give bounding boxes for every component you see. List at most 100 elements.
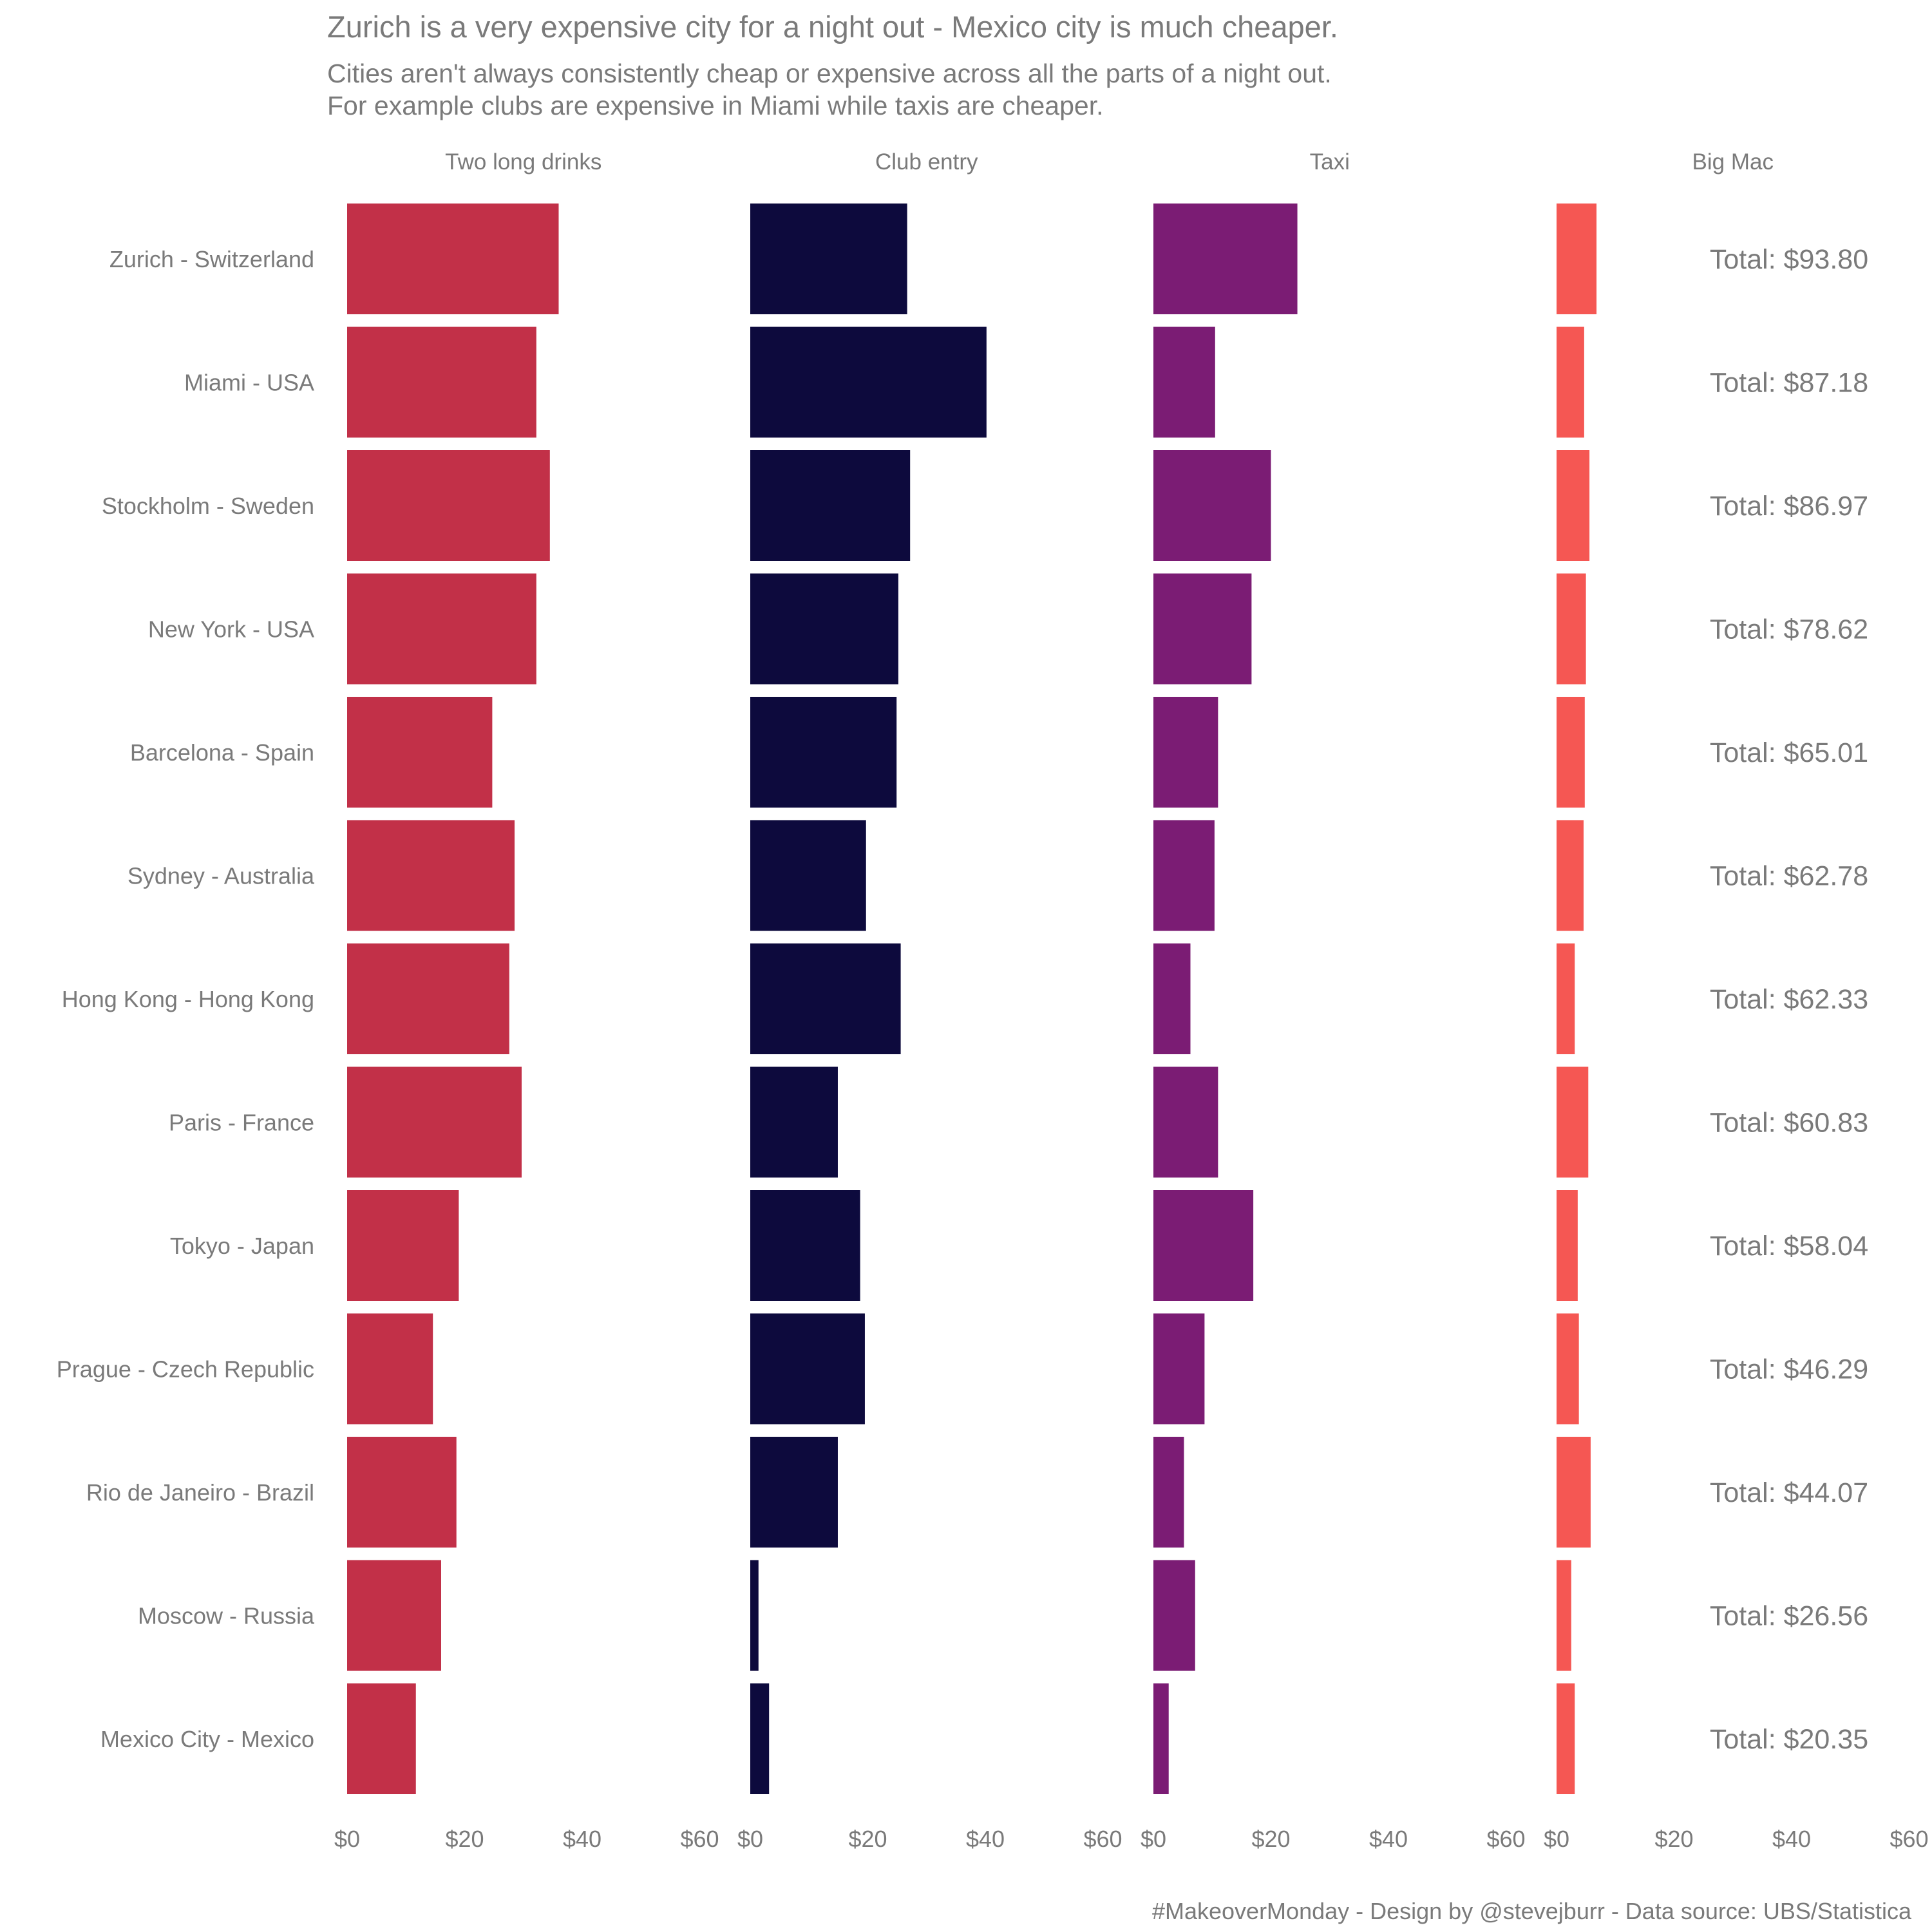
bar-club-entry-prague-czech-republic bbox=[750, 1313, 865, 1425]
facet-header-two-long-drinks: Two long drinks bbox=[445, 149, 601, 175]
bar-taxi-rio-de-janeiro-brazil bbox=[1153, 1437, 1184, 1548]
bar-taxi-moscow-russia bbox=[1153, 1560, 1195, 1671]
bar-taxi-zurich-switzerland bbox=[1153, 204, 1298, 314]
bar-club-entry-sydney-australia bbox=[750, 820, 866, 931]
total-label-stockholm-sweden: Total: $86.97 bbox=[1710, 491, 1868, 522]
x-tick-label-taxi-60: $60 bbox=[1486, 1826, 1525, 1852]
bar-club-entry-rio-de-janeiro-brazil bbox=[750, 1437, 838, 1548]
bar-big-mac-stockholm-sweden bbox=[1557, 450, 1590, 561]
bar-taxi-prague-czech-republic bbox=[1153, 1313, 1205, 1425]
bar-big-mac-rio-de-janeiro-brazil bbox=[1557, 1437, 1591, 1548]
chart-caption: #MakeoverMonday - Design by @stevejburr … bbox=[1152, 1898, 1912, 1924]
x-tick-label-club-entry-20: $20 bbox=[848, 1826, 887, 1852]
total-label-paris-france: Total: $60.83 bbox=[1710, 1108, 1868, 1139]
bar-two-long-drinks-zurich-switzerland bbox=[347, 204, 559, 314]
facet-header-taxi: Taxi bbox=[1310, 149, 1350, 175]
city-label-new-york-usa: New York - USA bbox=[148, 616, 314, 643]
bar-two-long-drinks-prague-czech-republic bbox=[347, 1313, 433, 1425]
city-label-prague-czech-republic: Prague - Czech Republic bbox=[57, 1356, 314, 1383]
total-label-moscow-russia: Total: $26.56 bbox=[1710, 1601, 1868, 1632]
bar-taxi-paris-france bbox=[1153, 1066, 1218, 1178]
bar-two-long-drinks-paris-france bbox=[347, 1066, 522, 1178]
x-tick-label-two-long-drinks-20: $20 bbox=[445, 1826, 484, 1852]
bar-two-long-drinks-moscow-russia bbox=[347, 1560, 441, 1671]
total-label-rio-de-janeiro-brazil: Total: $44.07 bbox=[1710, 1477, 1868, 1508]
city-label-mexico-city-mexico: Mexico City - Mexico bbox=[100, 1726, 314, 1752]
bar-two-long-drinks-miami-usa bbox=[347, 327, 536, 438]
bar-big-mac-zurich-switzerland bbox=[1557, 204, 1597, 314]
facet-headers: Two long drinks Club entry Taxi Big Mac bbox=[445, 149, 1774, 175]
x-axis-ticks: $0 $20 $40 $60 $0 $20 $40 $60 $0 $20 $40 $60 $0 $20 $4… bbox=[334, 1826, 1929, 1852]
bar-taxi-miami-usa bbox=[1153, 327, 1215, 438]
facet-header-big-mac: Big Mac bbox=[1692, 149, 1774, 175]
chart-subtitle-line-2: For example clubs are expensive in Miami… bbox=[327, 91, 1104, 120]
bar-two-long-drinks-sydney-australia bbox=[347, 820, 515, 931]
bar-taxi-new-york-usa bbox=[1153, 573, 1252, 685]
bar-big-mac-sydney-australia bbox=[1557, 820, 1584, 931]
x-tick-label-two-long-drinks-60: $60 bbox=[680, 1826, 719, 1852]
x-tick-label-club-entry-60: $60 bbox=[1083, 1826, 1122, 1852]
bar-club-entry-moscow-russia bbox=[750, 1560, 759, 1671]
bar-club-entry-hong-kong-hong-kong bbox=[750, 943, 901, 1054]
x-tick-label-two-long-drinks-40: $40 bbox=[563, 1826, 601, 1852]
city-label-tokyo-japan: Tokyo - Japan bbox=[170, 1233, 314, 1259]
bar-club-entry-paris-france bbox=[750, 1066, 838, 1178]
x-tick-label-big-mac-60: $60 bbox=[1889, 1826, 1928, 1852]
total-label-new-york-usa: Total: $78.62 bbox=[1710, 614, 1868, 645]
bar-club-entry-barcelona-spain bbox=[750, 697, 897, 808]
bar-club-entry-new-york-usa bbox=[750, 573, 898, 685]
total-label-prague-czech-republic: Total: $46.29 bbox=[1710, 1354, 1868, 1385]
x-tick-label-big-mac-20: $20 bbox=[1654, 1826, 1693, 1852]
x-tick-label-club-entry-0: $0 bbox=[737, 1826, 763, 1852]
bar-big-mac-moscow-russia bbox=[1557, 1560, 1571, 1671]
x-tick-label-taxi-0: $0 bbox=[1141, 1826, 1166, 1852]
x-tick-label-taxi-20: $20 bbox=[1251, 1826, 1290, 1852]
bar-club-entry-stockholm-sweden bbox=[750, 450, 911, 561]
bar-taxi-hong-kong-hong-kong bbox=[1153, 943, 1191, 1054]
total-labels: Total: $93.80 Total: $87.18 Total: $86.97 T… bbox=[1710, 244, 1868, 1755]
bar-big-mac-hong-kong-hong-kong bbox=[1557, 943, 1575, 1054]
bar-club-entry-miami-usa bbox=[750, 327, 987, 438]
bar-taxi-stockholm-sweden bbox=[1153, 450, 1271, 561]
bar-club-entry-zurich-switzerland bbox=[750, 204, 907, 314]
bar-taxi-barcelona-spain bbox=[1153, 697, 1218, 808]
bar-two-long-drinks-tokyo-japan bbox=[347, 1190, 459, 1301]
city-label-zurich-switzerland: Zurich - Switzerland bbox=[109, 246, 314, 272]
bar-taxi-tokyo-japan bbox=[1153, 1190, 1254, 1301]
total-label-hong-kong-hong-kong: Total: $62.33 bbox=[1710, 984, 1868, 1015]
total-label-sydney-australia: Total: $62.78 bbox=[1710, 861, 1868, 892]
bar-big-mac-paris-france bbox=[1557, 1066, 1589, 1178]
city-label-hong-kong-hong-kong: Hong Kong - Hong Kong bbox=[62, 986, 314, 1012]
chart-subtitle-line-1: Cities aren't always consistently cheap … bbox=[327, 59, 1332, 88]
bar-big-mac-tokyo-japan bbox=[1557, 1190, 1578, 1301]
bar-big-mac-miami-usa bbox=[1557, 327, 1584, 438]
bar-two-long-drinks-new-york-usa bbox=[347, 573, 536, 685]
bar-two-long-drinks-rio-de-janeiro-brazil bbox=[347, 1437, 457, 1548]
city-label-moscow-russia: Moscow - Russia bbox=[138, 1603, 315, 1629]
total-label-zurich-switzerland: Total: $93.80 bbox=[1710, 244, 1868, 275]
bar-big-mac-new-york-usa bbox=[1557, 573, 1586, 685]
city-label-barcelona-spain: Barcelona - Spain bbox=[130, 739, 314, 766]
city-label-paris-france: Paris - France bbox=[169, 1110, 314, 1136]
city-label-miami-usa: Miami - USA bbox=[184, 370, 314, 396]
bars bbox=[347, 204, 1597, 1794]
bar-big-mac-mexico-city-mexico bbox=[1557, 1683, 1575, 1794]
bar-club-entry-mexico-city-mexico bbox=[750, 1683, 770, 1794]
x-tick-label-big-mac-40: $40 bbox=[1772, 1826, 1811, 1852]
bar-taxi-sydney-australia bbox=[1153, 820, 1215, 931]
facet-header-club-entry: Club entry bbox=[875, 149, 978, 175]
x-tick-label-two-long-drinks-0: $0 bbox=[334, 1826, 360, 1852]
city-labels: Zurich - Switzerland Miami - USA Stockholm… bbox=[57, 246, 315, 1752]
city-label-rio-de-janeiro-brazil: Rio de Janeiro - Brazil bbox=[86, 1479, 314, 1506]
chart-title: Zurich is a very expensive city for a ni… bbox=[327, 10, 1338, 44]
x-tick-label-club-entry-40: $40 bbox=[966, 1826, 1005, 1852]
bar-big-mac-barcelona-spain bbox=[1557, 697, 1585, 808]
total-label-tokyo-japan: Total: $58.04 bbox=[1710, 1231, 1868, 1262]
bar-two-long-drinks-stockholm-sweden bbox=[347, 450, 550, 561]
total-label-barcelona-spain: Total: $65.01 bbox=[1710, 737, 1868, 768]
city-label-stockholm-sweden: Stockholm - Sweden bbox=[102, 493, 314, 519]
bar-two-long-drinks-barcelona-spain bbox=[347, 697, 493, 808]
bar-big-mac-prague-czech-republic bbox=[1557, 1313, 1579, 1425]
total-label-mexico-city-mexico: Total: $20.35 bbox=[1710, 1724, 1868, 1755]
